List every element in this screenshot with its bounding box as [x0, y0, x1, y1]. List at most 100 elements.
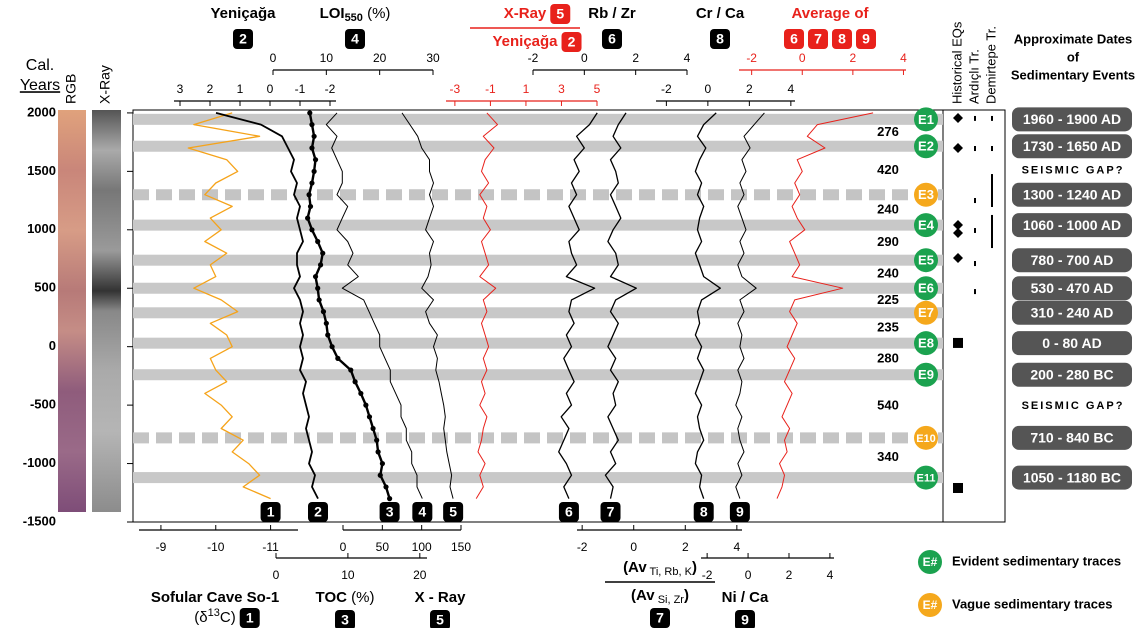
date-box	[1012, 276, 1132, 301]
event-id: E9	[918, 367, 934, 382]
x-tick-label: 3	[177, 82, 184, 96]
proxy-curve	[558, 112, 598, 499]
x-tick-label: 30	[426, 51, 440, 65]
number-badge	[379, 502, 400, 522]
rgb-core-image	[58, 110, 86, 512]
xray-core-image	[92, 110, 121, 512]
event-dates: 0 - 80 AD	[1042, 335, 1101, 351]
x-tick-label: 2	[682, 540, 689, 554]
x-tick-label: 3	[558, 82, 565, 96]
proxy-curve	[735, 112, 765, 499]
badge-label: 3	[341, 612, 349, 628]
label-part: Cr / Ca	[696, 5, 745, 22]
number-badge	[832, 29, 852, 49]
event-dates: 1060 - 1000 AD	[1023, 217, 1121, 233]
curve-marker	[358, 390, 364, 397]
event-marker	[914, 107, 938, 132]
event-band	[133, 337, 943, 349]
track-label: Average of	[792, 5, 870, 22]
badge-label: 1	[246, 610, 254, 626]
x-tick-label: -2	[746, 51, 757, 65]
x-tick-label: 2	[786, 568, 793, 582]
track-label: Rb / Zr	[588, 5, 636, 22]
number-badge	[260, 502, 281, 522]
event-id: E10	[916, 433, 936, 445]
badge-label: 6	[790, 31, 798, 47]
track-label: Cr / Ca	[696, 5, 745, 22]
legend-label: Vague sedimentary traces	[952, 596, 1112, 611]
badge-label: 7	[656, 610, 664, 626]
event-marker	[914, 300, 938, 325]
interval-years: 225	[877, 292, 899, 307]
x-tick-label: -1	[485, 82, 496, 96]
eq-diamond	[953, 252, 963, 263]
proxy-curve	[475, 112, 498, 499]
x-tick-label: -2	[325, 82, 336, 96]
x-tick-label: 2	[632, 51, 639, 65]
curve-marker	[316, 297, 322, 303]
event-band	[133, 307, 943, 319]
x-tick-label: -9	[156, 540, 167, 554]
number-badge	[412, 502, 433, 522]
number-badge	[650, 608, 670, 628]
x-tick-label: 0	[581, 51, 588, 65]
event-band	[133, 254, 943, 266]
eq-diamond	[953, 227, 963, 238]
event-marker	[914, 134, 938, 159]
date-box	[1012, 331, 1132, 356]
interval-years: 340	[877, 449, 899, 464]
x-tick-label: 10	[341, 568, 355, 582]
x-tick-label: 4	[734, 540, 741, 554]
number-badge	[345, 29, 365, 49]
curve-marker	[374, 437, 380, 443]
event-dates: 1730 - 1650 AD	[1023, 138, 1121, 154]
date-box	[1012, 362, 1132, 387]
label-part: Ti, Rb, K	[647, 566, 693, 578]
legend-symbol: E#	[923, 598, 938, 612]
number-badge	[856, 29, 876, 49]
y-axis-label: Years	[20, 77, 60, 94]
interval-years: 290	[877, 234, 899, 249]
x-tick-label: -2	[528, 51, 539, 65]
curve-marker	[309, 227, 315, 233]
track-label: (δ13C)	[194, 607, 235, 626]
curve-marker	[305, 215, 311, 221]
date-box	[1012, 248, 1132, 273]
label-part: (δ	[194, 609, 207, 626]
number-badge	[729, 502, 750, 522]
y-tick-label: 1500	[27, 163, 56, 178]
event-id: E7	[918, 305, 934, 320]
number-badge	[735, 610, 755, 628]
badge-label: 6	[565, 504, 573, 520]
number-badge	[443, 502, 464, 522]
event-id: E8	[918, 336, 934, 351]
label-part: Ni / Ca	[722, 589, 769, 606]
dates-title: of	[1067, 49, 1080, 64]
curve-marker	[312, 157, 319, 163]
label-part: 550	[345, 12, 363, 24]
y-tick-label: -500	[30, 397, 56, 412]
badge-label: 9	[736, 504, 744, 520]
event-id: E1	[918, 112, 934, 127]
curve-marker	[352, 379, 358, 385]
date-box	[1012, 182, 1132, 207]
x-tick-label: 1	[523, 82, 530, 96]
interval-years: 276	[877, 124, 899, 139]
proxy-curve	[401, 112, 454, 499]
curve-marker	[377, 472, 383, 478]
x-tick-label: -2	[661, 82, 672, 96]
badge-label: 7	[814, 31, 822, 47]
curve-marker	[307, 203, 314, 210]
eq-square	[953, 337, 963, 348]
interval-years: 540	[877, 398, 899, 413]
label-part: C)	[220, 609, 236, 626]
x-tick-label: 20	[373, 51, 387, 65]
event-marker	[914, 276, 938, 301]
y-axis-label: Cal.	[26, 57, 54, 74]
curve-marker	[312, 273, 319, 280]
label-part: Yeniçağa	[492, 33, 558, 50]
eq-diamond	[953, 112, 963, 123]
badge-label: 5	[556, 6, 564, 22]
event-marker	[914, 331, 938, 356]
badge-label: 2	[568, 34, 576, 50]
